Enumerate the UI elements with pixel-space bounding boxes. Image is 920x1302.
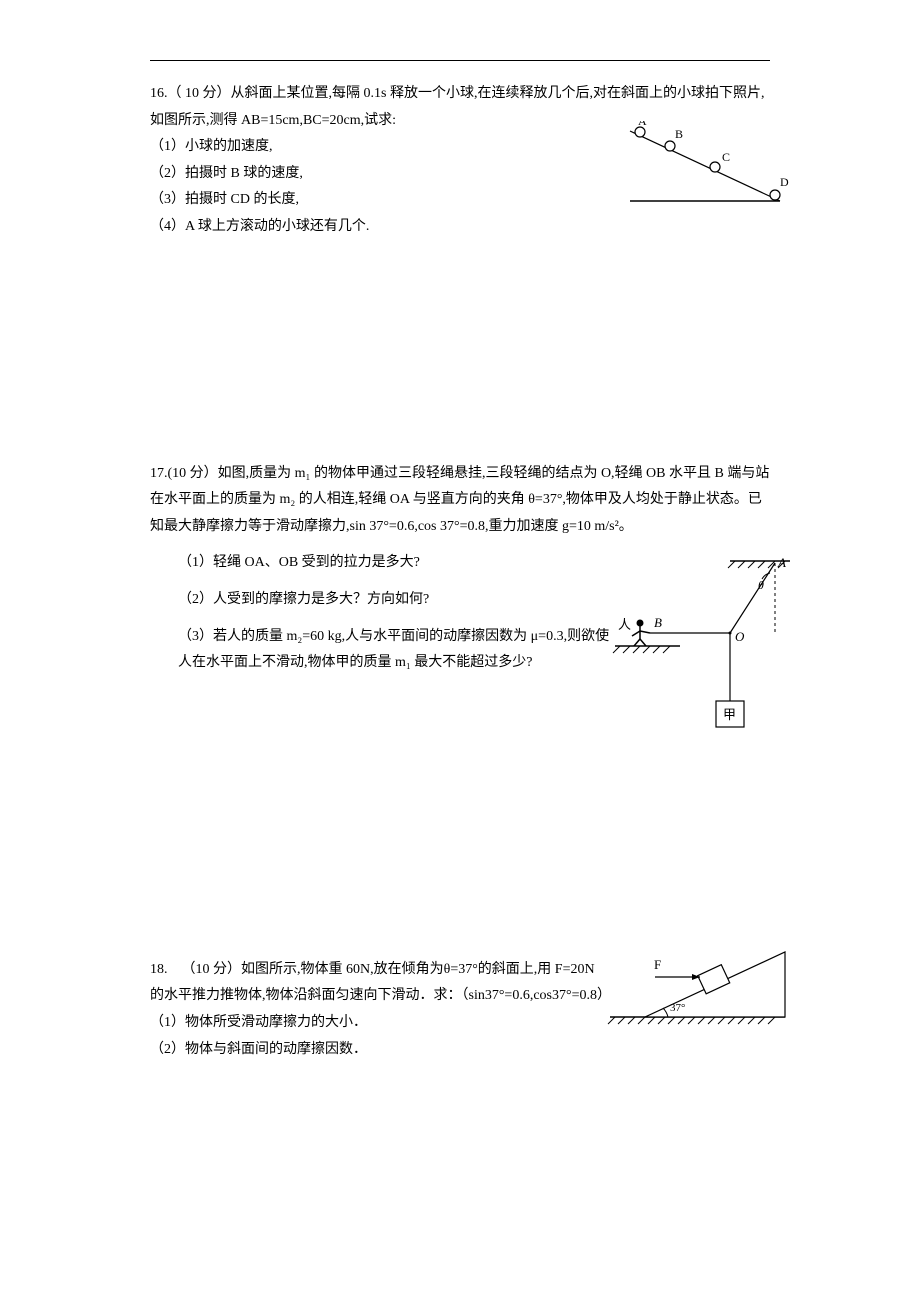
label-theta: θ [758,578,764,592]
problem-18: 18. （10 分）如图所示,物体重 60N,放在倾角为θ=37°的斜面上,用 … [150,957,770,1063]
top-rule [150,60,770,61]
label-B: B [654,615,662,630]
label-A: A [777,555,786,570]
p17-q3: （3）若人的质量 m₂=60 kg,人与水平面间的动摩擦因数为 μ=0.3,则欲… [178,624,610,677]
figure-16: A B C D [620,121,790,211]
problem-points: （ 10 分） [168,86,231,101]
label-B: B [675,127,683,141]
problem-18-text: 18. （10 分）如图所示,物体重 60N,放在倾角为θ=37°的斜面上,用 … [150,957,610,1063]
label-C: C [722,150,730,164]
problem-17-text: 17.(10 分）如图,质量为 m₁ 的物体甲通过三段轻绳悬挂,三段轻绳的结点为… [150,461,770,541]
problem-16: 16.（ 10 分）从斜面上某位置,每隔 0.1s 释放一个小球,在连续释放几个… [150,81,770,401]
problem-number: 16. [150,86,168,101]
p17-q1: （1）轻绳 OA、OB 受到的拉力是多大? [178,550,610,577]
p18-q1: （1）物体所受滑动摩擦力的大小． [150,1010,610,1037]
label-A: A [638,121,647,128]
label-angle: 37° [670,1002,685,1014]
label-person: 人 [618,617,631,632]
problem-points: (10 分） [168,466,218,481]
problem-number: 17. [150,466,168,481]
workspace-16 [150,241,770,401]
label-jia: 甲 [723,707,736,722]
label-O: O [735,629,745,644]
problem-stem: 如图,质量为 m₁ 的物体甲通过三段轻绳悬挂,三段轻绳的结点为 O,轻绳 OB … [150,466,769,534]
figure-17: A B O θ 人 甲 [610,551,790,741]
p17-q2: （2）人受到的摩擦力是多大？方向如何? [178,587,610,614]
label-D: D [780,175,789,189]
label-F: F [654,957,661,972]
incline-balls-svg: A B C D [620,121,790,211]
p16-q4: （4）A 球上方滚动的小球还有几个. [150,214,770,241]
incline-push-svg: F 37° [600,947,790,1027]
problem-17-subs: （1）轻绳 OA、OB 受到的拉力是多大? （2）人受到的摩擦力是多大？方向如何… [150,550,610,676]
page: 16.（ 10 分）从斜面上某位置,每隔 0.1s 释放一个小球,在连续释放几个… [0,0,920,1183]
problem-points: （10 分） [182,962,242,977]
problem-17: 17.(10 分）如图,质量为 m₁ 的物体甲通过三段轻绳悬挂,三段轻绳的结点为… [150,461,770,897]
p18-q2: （2）物体与斜面间的动摩擦因数． [150,1037,610,1064]
figure-18: F 37° [600,947,790,1027]
problem-number: 18. [150,962,168,977]
rope-system-svg: A B O θ 人 甲 [610,551,790,741]
